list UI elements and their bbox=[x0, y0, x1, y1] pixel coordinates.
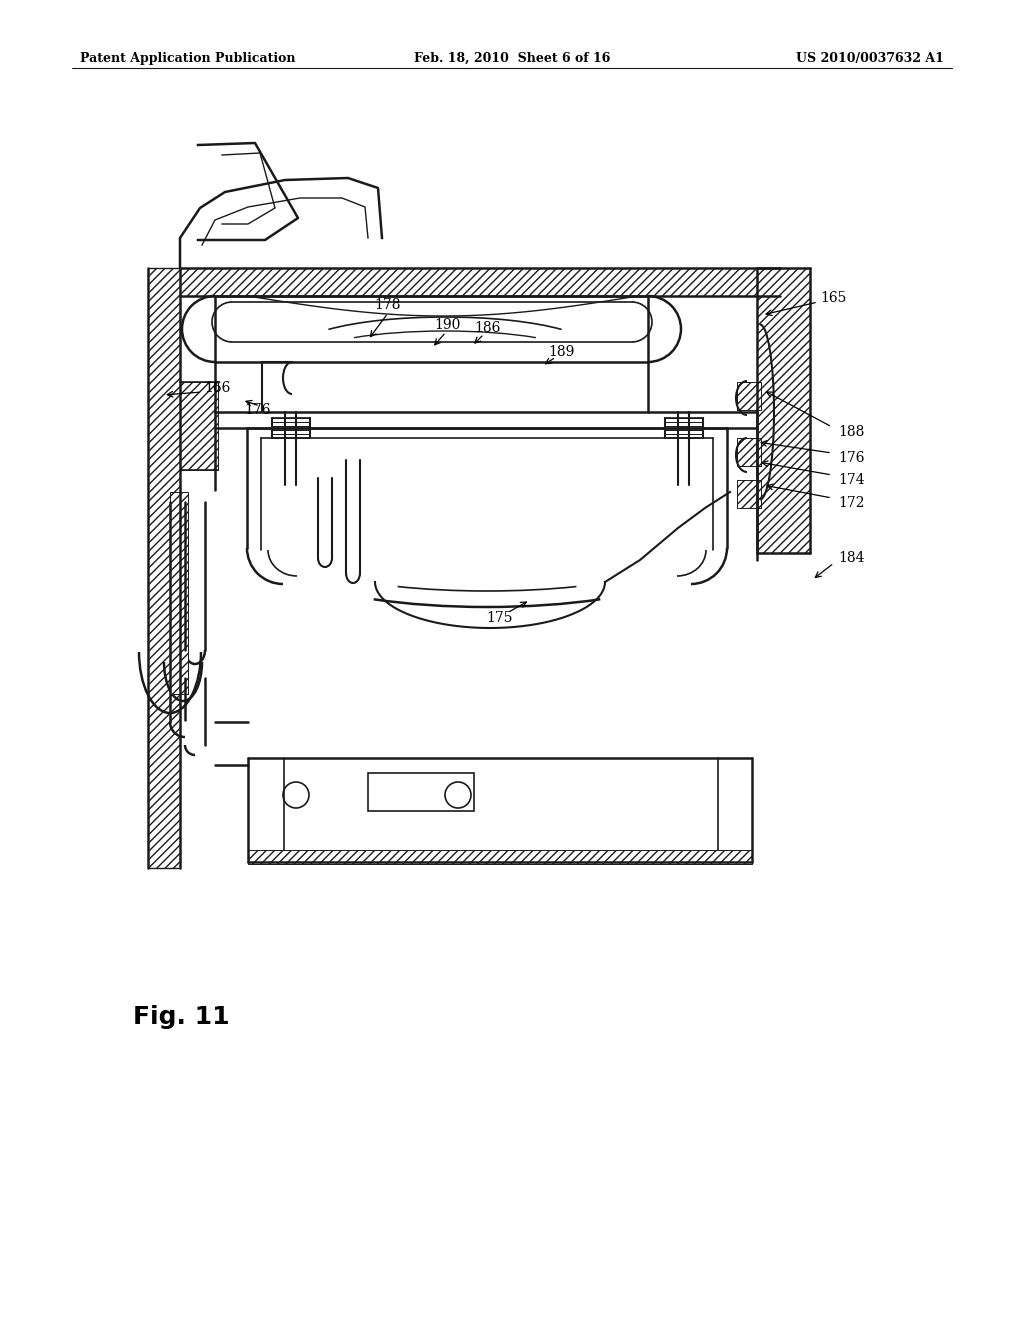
Text: 165: 165 bbox=[820, 290, 847, 305]
Text: 174: 174 bbox=[838, 473, 864, 487]
Text: US 2010/0037632 A1: US 2010/0037632 A1 bbox=[796, 51, 944, 65]
Bar bbox=[665, 418, 703, 438]
Bar bbox=[737, 381, 761, 411]
Bar bbox=[180, 268, 780, 296]
Text: 184: 184 bbox=[838, 550, 864, 565]
Circle shape bbox=[445, 781, 471, 808]
Text: 175: 175 bbox=[486, 611, 513, 624]
Text: 166: 166 bbox=[204, 381, 230, 395]
Text: 176: 176 bbox=[245, 403, 271, 417]
Text: 186: 186 bbox=[475, 321, 501, 335]
Text: Feb. 18, 2010  Sheet 6 of 16: Feb. 18, 2010 Sheet 6 of 16 bbox=[414, 51, 610, 65]
Text: 172: 172 bbox=[838, 496, 864, 510]
Circle shape bbox=[283, 781, 309, 808]
Text: Fig. 11: Fig. 11 bbox=[133, 1005, 229, 1030]
Bar bbox=[248, 850, 752, 865]
Text: Patent Application Publication: Patent Application Publication bbox=[80, 51, 296, 65]
Bar bbox=[757, 268, 810, 553]
Bar bbox=[148, 268, 180, 869]
Bar bbox=[272, 418, 310, 438]
Text: 176: 176 bbox=[838, 451, 864, 465]
Text: 178: 178 bbox=[375, 298, 401, 312]
Bar bbox=[180, 381, 218, 470]
Bar bbox=[737, 438, 761, 466]
Bar bbox=[368, 774, 474, 810]
Bar bbox=[737, 480, 761, 508]
Text: 190: 190 bbox=[435, 318, 461, 333]
Text: 189: 189 bbox=[549, 345, 575, 359]
Text: 188: 188 bbox=[838, 425, 864, 440]
Bar bbox=[170, 492, 188, 694]
